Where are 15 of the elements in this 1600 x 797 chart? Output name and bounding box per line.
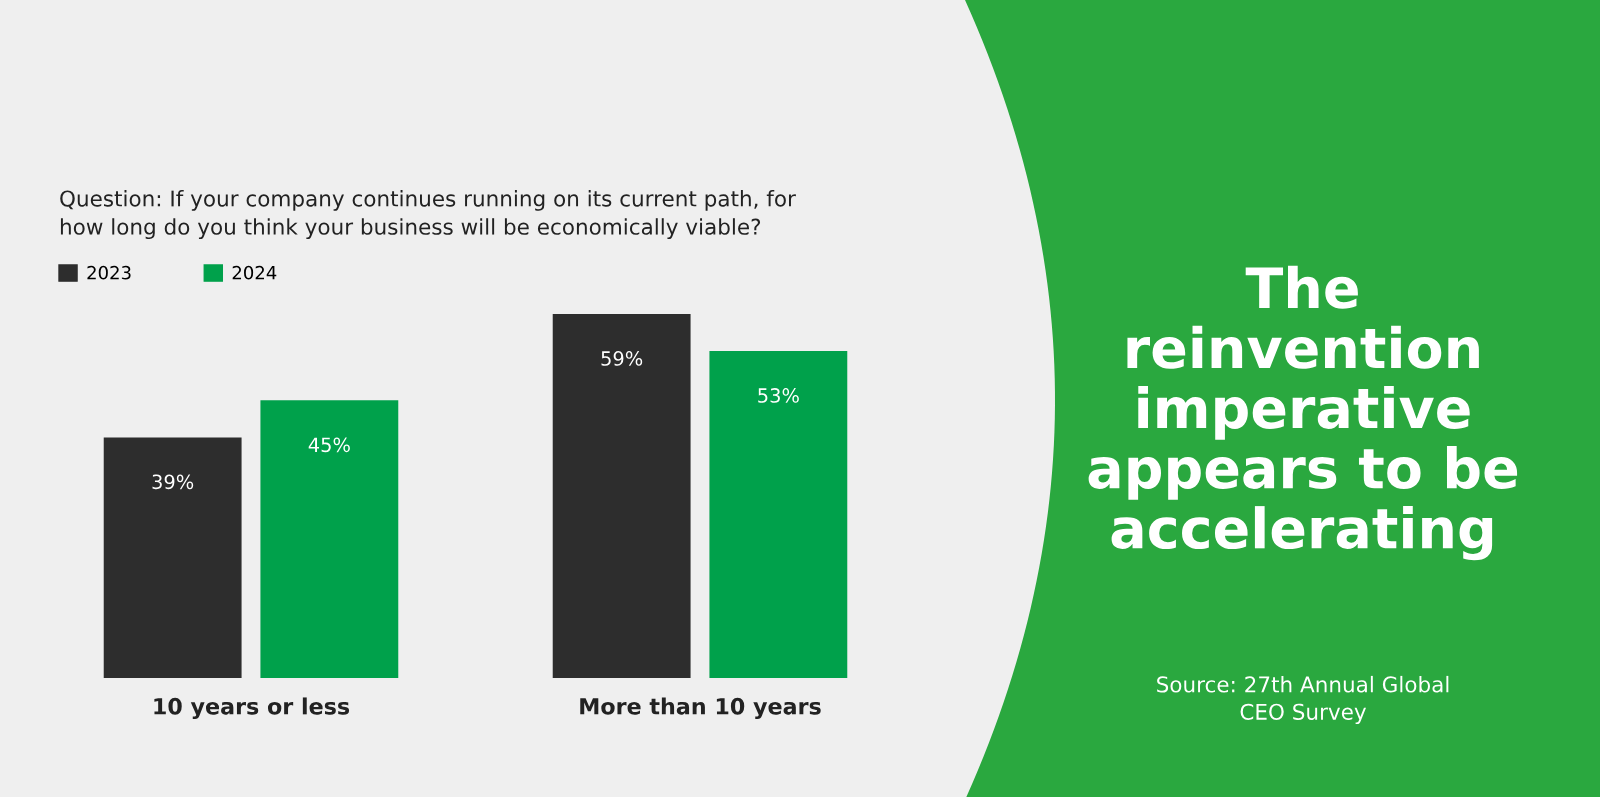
bar — [552, 314, 691, 678]
bar — [709, 351, 848, 678]
text: The reinvention imperative appears to be accelerating — [1088, 265, 1518, 561]
bar — [103, 437, 242, 678]
data-label: 59% — [601, 351, 643, 366]
chart-subtitle: Question: If your company continues running on its current path, for how long do you think your business will be economically viable? — [60, 190, 796, 240]
legend-label: 2023 — [87, 265, 131, 280]
x-tick-label: 10 years or less — [154, 697, 350, 720]
x-tick-label: More than 10 years — [580, 697, 821, 720]
source-note: Source: 27th Annual Global CEO Survey — [1157, 675, 1449, 725]
legend-label: 2024 — [232, 265, 277, 280]
data-label: 53% — [758, 388, 799, 403]
bar — [260, 400, 399, 678]
data-label: 39% — [152, 474, 194, 490]
data-label: 45% — [308, 437, 350, 453]
